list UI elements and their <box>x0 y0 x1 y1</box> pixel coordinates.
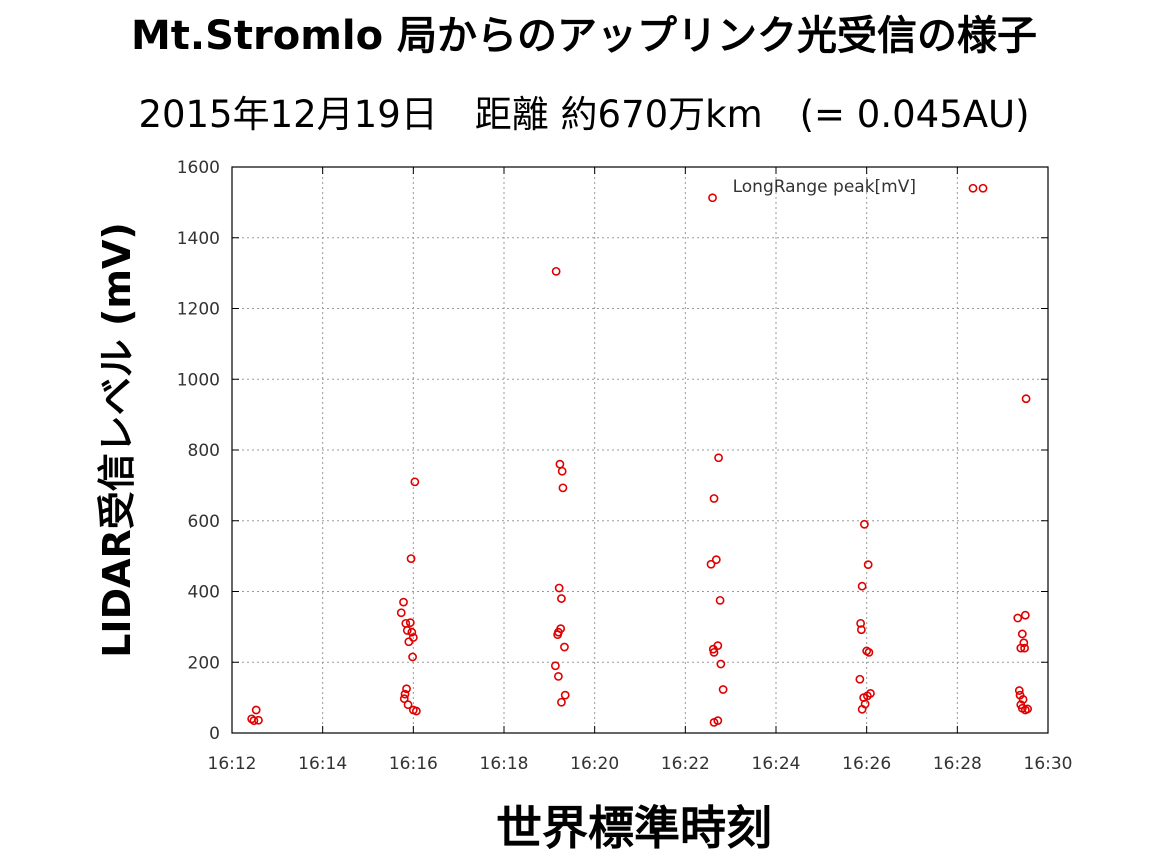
data-point <box>554 672 563 681</box>
data-point <box>557 594 566 603</box>
data-point <box>1018 694 1028 704</box>
y-tick-label: 0 <box>209 724 220 744</box>
data-point <box>855 674 865 684</box>
data-point <box>402 626 412 635</box>
data-point <box>404 637 414 647</box>
x-tick-label: 16:16 <box>389 754 438 774</box>
x-tick-label: 16:28 <box>933 754 982 774</box>
data-point <box>554 583 564 593</box>
data-point <box>1021 394 1031 404</box>
data-point <box>553 630 563 640</box>
data-point <box>1023 704 1032 714</box>
chart-ticks: 16:12 16:14 16:16 16:18 16:20 16:22 16:24 16:26… <box>177 158 1073 774</box>
y-tick-label: 600 <box>188 512 220 532</box>
x-tick-label: 16:14 <box>298 754 347 774</box>
data-point <box>709 494 719 503</box>
data-point <box>857 581 867 591</box>
data-point <box>407 627 417 637</box>
data-point <box>408 652 417 662</box>
data-point <box>978 183 988 193</box>
x-tick-label: 16:26 <box>842 754 891 774</box>
data-point <box>560 690 570 700</box>
data-point <box>406 554 416 564</box>
x-tick-label: 16:20 <box>570 754 619 774</box>
data-point <box>411 706 421 716</box>
data-point <box>249 716 259 726</box>
slide-title: Mt.Stromlo 局からのアップリンク光受信の様子 <box>130 13 1038 59</box>
y-tick-label: 800 <box>188 441 220 461</box>
data-point <box>718 685 728 694</box>
data-point <box>1014 686 1024 695</box>
y-tick-label: 400 <box>188 583 220 603</box>
x-tick-label: 16:12 <box>208 754 257 774</box>
data-point <box>410 477 420 487</box>
data-point <box>557 697 566 707</box>
data-point <box>709 647 719 657</box>
data-point <box>857 704 867 714</box>
data-point <box>864 647 874 657</box>
data-point <box>402 684 411 694</box>
data-point <box>706 559 716 569</box>
data-point <box>708 193 717 203</box>
x-tick-label: 16:24 <box>752 754 801 774</box>
y-tick-label: 200 <box>188 653 220 673</box>
legend-label: LongRange peak[mV] <box>733 177 916 197</box>
data-point <box>715 595 725 605</box>
data-point <box>555 459 565 469</box>
data-point <box>560 642 569 652</box>
data-point <box>713 716 723 726</box>
data-point <box>403 700 413 710</box>
legend-marker <box>968 183 978 193</box>
data-point <box>860 519 869 529</box>
data-point <box>711 555 721 565</box>
chart-legend: LongRange peak[mV] <box>733 177 978 197</box>
data-point <box>251 705 261 715</box>
y-tick-label: 1600 <box>177 158 220 178</box>
data-point <box>551 266 561 276</box>
x-tick-label: 16:22 <box>661 754 710 774</box>
x-tick-label: 16:18 <box>480 754 529 774</box>
data-point <box>254 715 263 725</box>
data-point <box>863 560 873 570</box>
y-tick-label: 1000 <box>177 370 220 390</box>
slide-subtitle: 2015年12月19日 距離 約670万km (= 0.045AU) <box>138 93 1030 136</box>
data-point <box>405 618 415 628</box>
chart-grid <box>232 167 1048 733</box>
x-axis-label: 世界標準時刻 <box>496 801 772 855</box>
data-point <box>1020 610 1030 620</box>
data-point <box>558 483 568 493</box>
data-point <box>1017 629 1027 639</box>
data-point <box>716 659 726 669</box>
data-point <box>1016 643 1026 653</box>
data-point <box>1020 643 1029 653</box>
data-point <box>399 694 409 704</box>
data-point <box>856 625 866 635</box>
data-point <box>396 608 406 618</box>
chart-points <box>247 183 1032 727</box>
data-point <box>400 689 410 699</box>
y-tick-label: 1200 <box>177 300 220 320</box>
data-point <box>1013 613 1023 623</box>
data-point <box>714 453 723 463</box>
y-tick-label: 1400 <box>177 229 220 249</box>
x-tick-label: 16:30 <box>1024 754 1073 774</box>
data-point <box>550 661 560 671</box>
data-point <box>399 597 408 607</box>
plot-frame <box>231 166 1049 734</box>
data-point <box>557 466 567 476</box>
